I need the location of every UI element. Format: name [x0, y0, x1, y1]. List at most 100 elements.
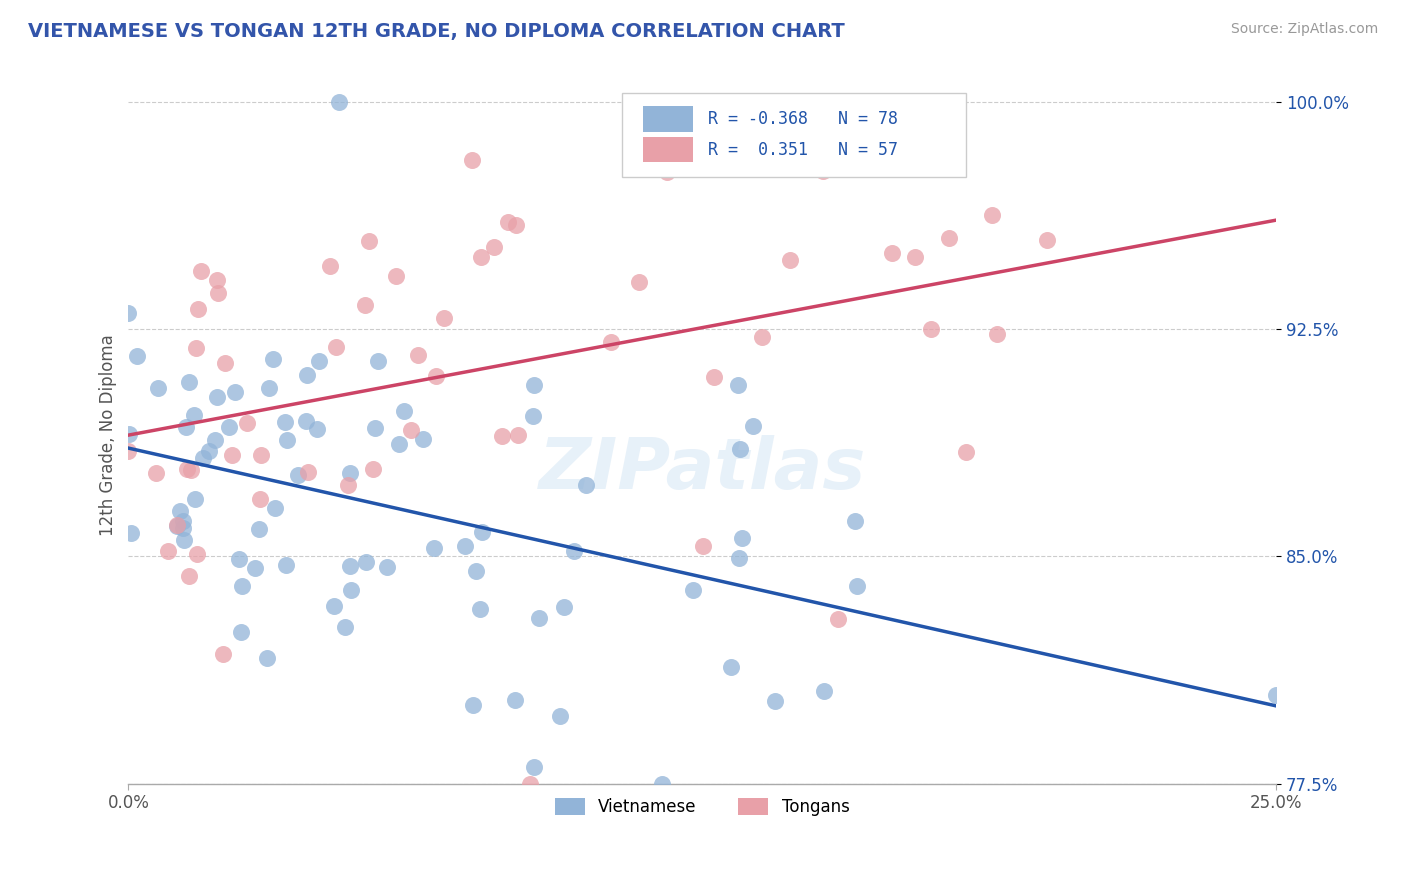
Point [356, 555, 378, 569]
Point [423, 541, 446, 555]
Point [172, 521, 194, 535]
Point [120, 526, 142, 541]
Point [307, 422, 329, 436]
Point [174, 420, 197, 434]
Point [224, 384, 246, 399]
Point [367, 354, 389, 368]
Point [186, 547, 208, 561]
Point [212, 648, 235, 662]
Point [177, 376, 200, 390]
Point [399, 423, 422, 437]
Point [406, 348, 429, 362]
Point [392, 404, 415, 418]
Point [505, 218, 527, 232]
Point [339, 559, 361, 574]
Point [117, 306, 139, 320]
Point [157, 544, 180, 558]
Point [205, 273, 228, 287]
Point [276, 433, 298, 447]
Point [357, 234, 380, 248]
Point [250, 448, 273, 462]
Point [245, 561, 267, 575]
Point [522, 409, 544, 424]
Point [562, 543, 585, 558]
Point [523, 378, 546, 392]
Point [333, 620, 356, 634]
Text: R =  0.351   N = 57: R = 0.351 N = 57 [709, 141, 898, 159]
Point [339, 583, 361, 598]
Point [727, 377, 749, 392]
Point [741, 418, 763, 433]
Point [491, 429, 513, 443]
Point [681, 95, 703, 109]
Point [412, 432, 434, 446]
Point [461, 153, 484, 167]
Point [218, 420, 240, 434]
Point [880, 246, 903, 260]
Point [166, 518, 188, 533]
Point [813, 684, 835, 698]
Point [470, 250, 492, 264]
Point [465, 564, 488, 578]
Point [186, 341, 208, 355]
Point [728, 442, 751, 457]
Point [938, 231, 960, 245]
Point [503, 693, 526, 707]
Point [904, 250, 927, 264]
Point [204, 433, 226, 447]
Point [692, 539, 714, 553]
Point [844, 514, 866, 528]
Point [207, 285, 229, 300]
Point [1035, 233, 1057, 247]
Point [811, 164, 834, 178]
Point [319, 259, 342, 273]
Point [256, 650, 278, 665]
Point [779, 253, 801, 268]
Point [986, 326, 1008, 341]
Point [506, 428, 529, 442]
Point [179, 568, 201, 582]
Point [263, 501, 285, 516]
Point [197, 444, 219, 458]
Point [172, 514, 194, 528]
Point [731, 531, 754, 545]
Point [827, 612, 849, 626]
Point [287, 467, 309, 482]
Point [183, 491, 205, 506]
Point [553, 600, 575, 615]
Point [146, 381, 169, 395]
Point [651, 777, 673, 791]
Point [257, 381, 280, 395]
Point [228, 552, 250, 566]
Point [249, 491, 271, 506]
Point [548, 709, 571, 723]
Point [166, 517, 188, 532]
Point [236, 416, 259, 430]
Point [599, 335, 621, 350]
Point [484, 240, 506, 254]
FancyBboxPatch shape [643, 106, 693, 132]
Legend: Vietnamese, Tongans: Vietnamese, Tongans [547, 789, 858, 824]
Point [461, 698, 484, 712]
Text: ZIPatlas: ZIPatlas [538, 435, 866, 504]
Point [308, 353, 330, 368]
Point [682, 582, 704, 597]
Point [955, 445, 977, 459]
Point [336, 478, 359, 492]
Point [751, 330, 773, 344]
Point [454, 539, 477, 553]
Point [190, 264, 212, 278]
FancyBboxPatch shape [621, 94, 966, 177]
Text: VIETNAMESE VS TONGAN 12TH GRADE, NO DIPLOMA CORRELATION CHART: VIETNAMESE VS TONGAN 12TH GRADE, NO DIPL… [28, 22, 845, 41]
Point [231, 625, 253, 640]
Point [183, 408, 205, 422]
Point [339, 466, 361, 480]
Point [221, 448, 243, 462]
Point [375, 559, 398, 574]
Point [920, 321, 942, 335]
Text: Source: ZipAtlas.com: Source: ZipAtlas.com [1230, 22, 1378, 37]
Point [325, 340, 347, 354]
Point [529, 611, 551, 625]
Point [117, 444, 139, 458]
Point [191, 451, 214, 466]
